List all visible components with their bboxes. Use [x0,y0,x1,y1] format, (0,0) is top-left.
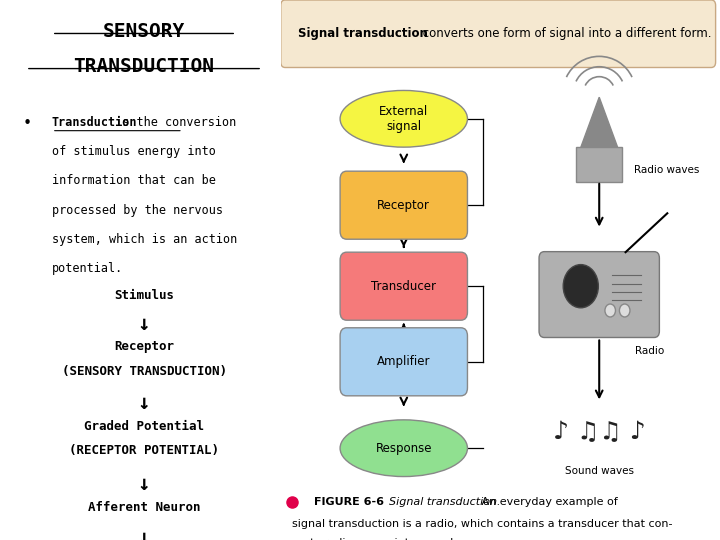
Text: ↓: ↓ [138,474,150,494]
Text: processed by the nervous: processed by the nervous [52,204,223,217]
Text: information that can be: information that can be [52,174,216,187]
FancyBboxPatch shape [340,252,467,320]
Text: Sound waves: Sound waves [564,467,634,476]
FancyBboxPatch shape [340,171,467,239]
Text: system, which is an action: system, which is an action [52,233,237,246]
FancyBboxPatch shape [281,0,716,68]
Text: Transduction: Transduction [52,116,138,129]
Text: FIGURE 6-6: FIGURE 6-6 [314,497,384,507]
Polygon shape [581,97,618,147]
Text: (SENSORY TRANSDUCTION): (SENSORY TRANSDUCTION) [61,364,227,377]
Text: (RECEPTOR POTENTIAL): (RECEPTOR POTENTIAL) [69,444,219,457]
Text: Radio waves: Radio waves [634,165,700,175]
Circle shape [619,304,630,317]
Text: Receptor: Receptor [114,340,174,353]
Text: SENSORY: SENSORY [103,22,185,40]
Ellipse shape [340,90,467,147]
Text: Stimulus: Stimulus [114,289,174,302]
FancyBboxPatch shape [577,147,622,182]
Text: Signal transduction: Signal transduction [298,27,428,40]
Text: •: • [23,116,32,131]
Text: Receptor: Receptor [377,199,431,212]
Text: Transducer: Transducer [372,280,436,293]
Text: ↓: ↓ [138,314,150,334]
Text: Signal transduction.: Signal transduction. [382,497,500,507]
Text: ♪ ♫♫ ♪: ♪ ♫♫ ♪ [553,420,646,444]
Circle shape [563,265,598,308]
Text: verts radio waves into sound waves.: verts radio waves into sound waves. [292,538,495,540]
FancyBboxPatch shape [539,252,660,338]
Text: TRANSDUCTION: TRANSDUCTION [73,57,215,76]
Text: Amplifier: Amplifier [377,355,431,368]
Circle shape [605,304,616,317]
Text: ↓: ↓ [138,393,150,413]
FancyBboxPatch shape [340,328,467,396]
Text: Graded Potential: Graded Potential [84,420,204,433]
Text: potential.: potential. [52,262,123,275]
Text: is the conversion: is the conversion [108,116,236,129]
Text: Afferent Neuron: Afferent Neuron [88,501,200,514]
Text: External
signal: External signal [379,105,428,133]
Ellipse shape [340,420,467,476]
Text: ↓: ↓ [138,528,150,540]
Text: of stimulus energy into: of stimulus energy into [52,145,216,158]
Text: converts one form of signal into a different form.: converts one form of signal into a diffe… [419,27,711,40]
Text: An everyday example of: An everyday example of [478,497,618,507]
Text: signal transduction is a radio, which contains a transducer that con-: signal transduction is a radio, which co… [292,519,672,529]
Text: Response: Response [376,442,432,455]
Text: Radio: Radio [635,346,665,356]
